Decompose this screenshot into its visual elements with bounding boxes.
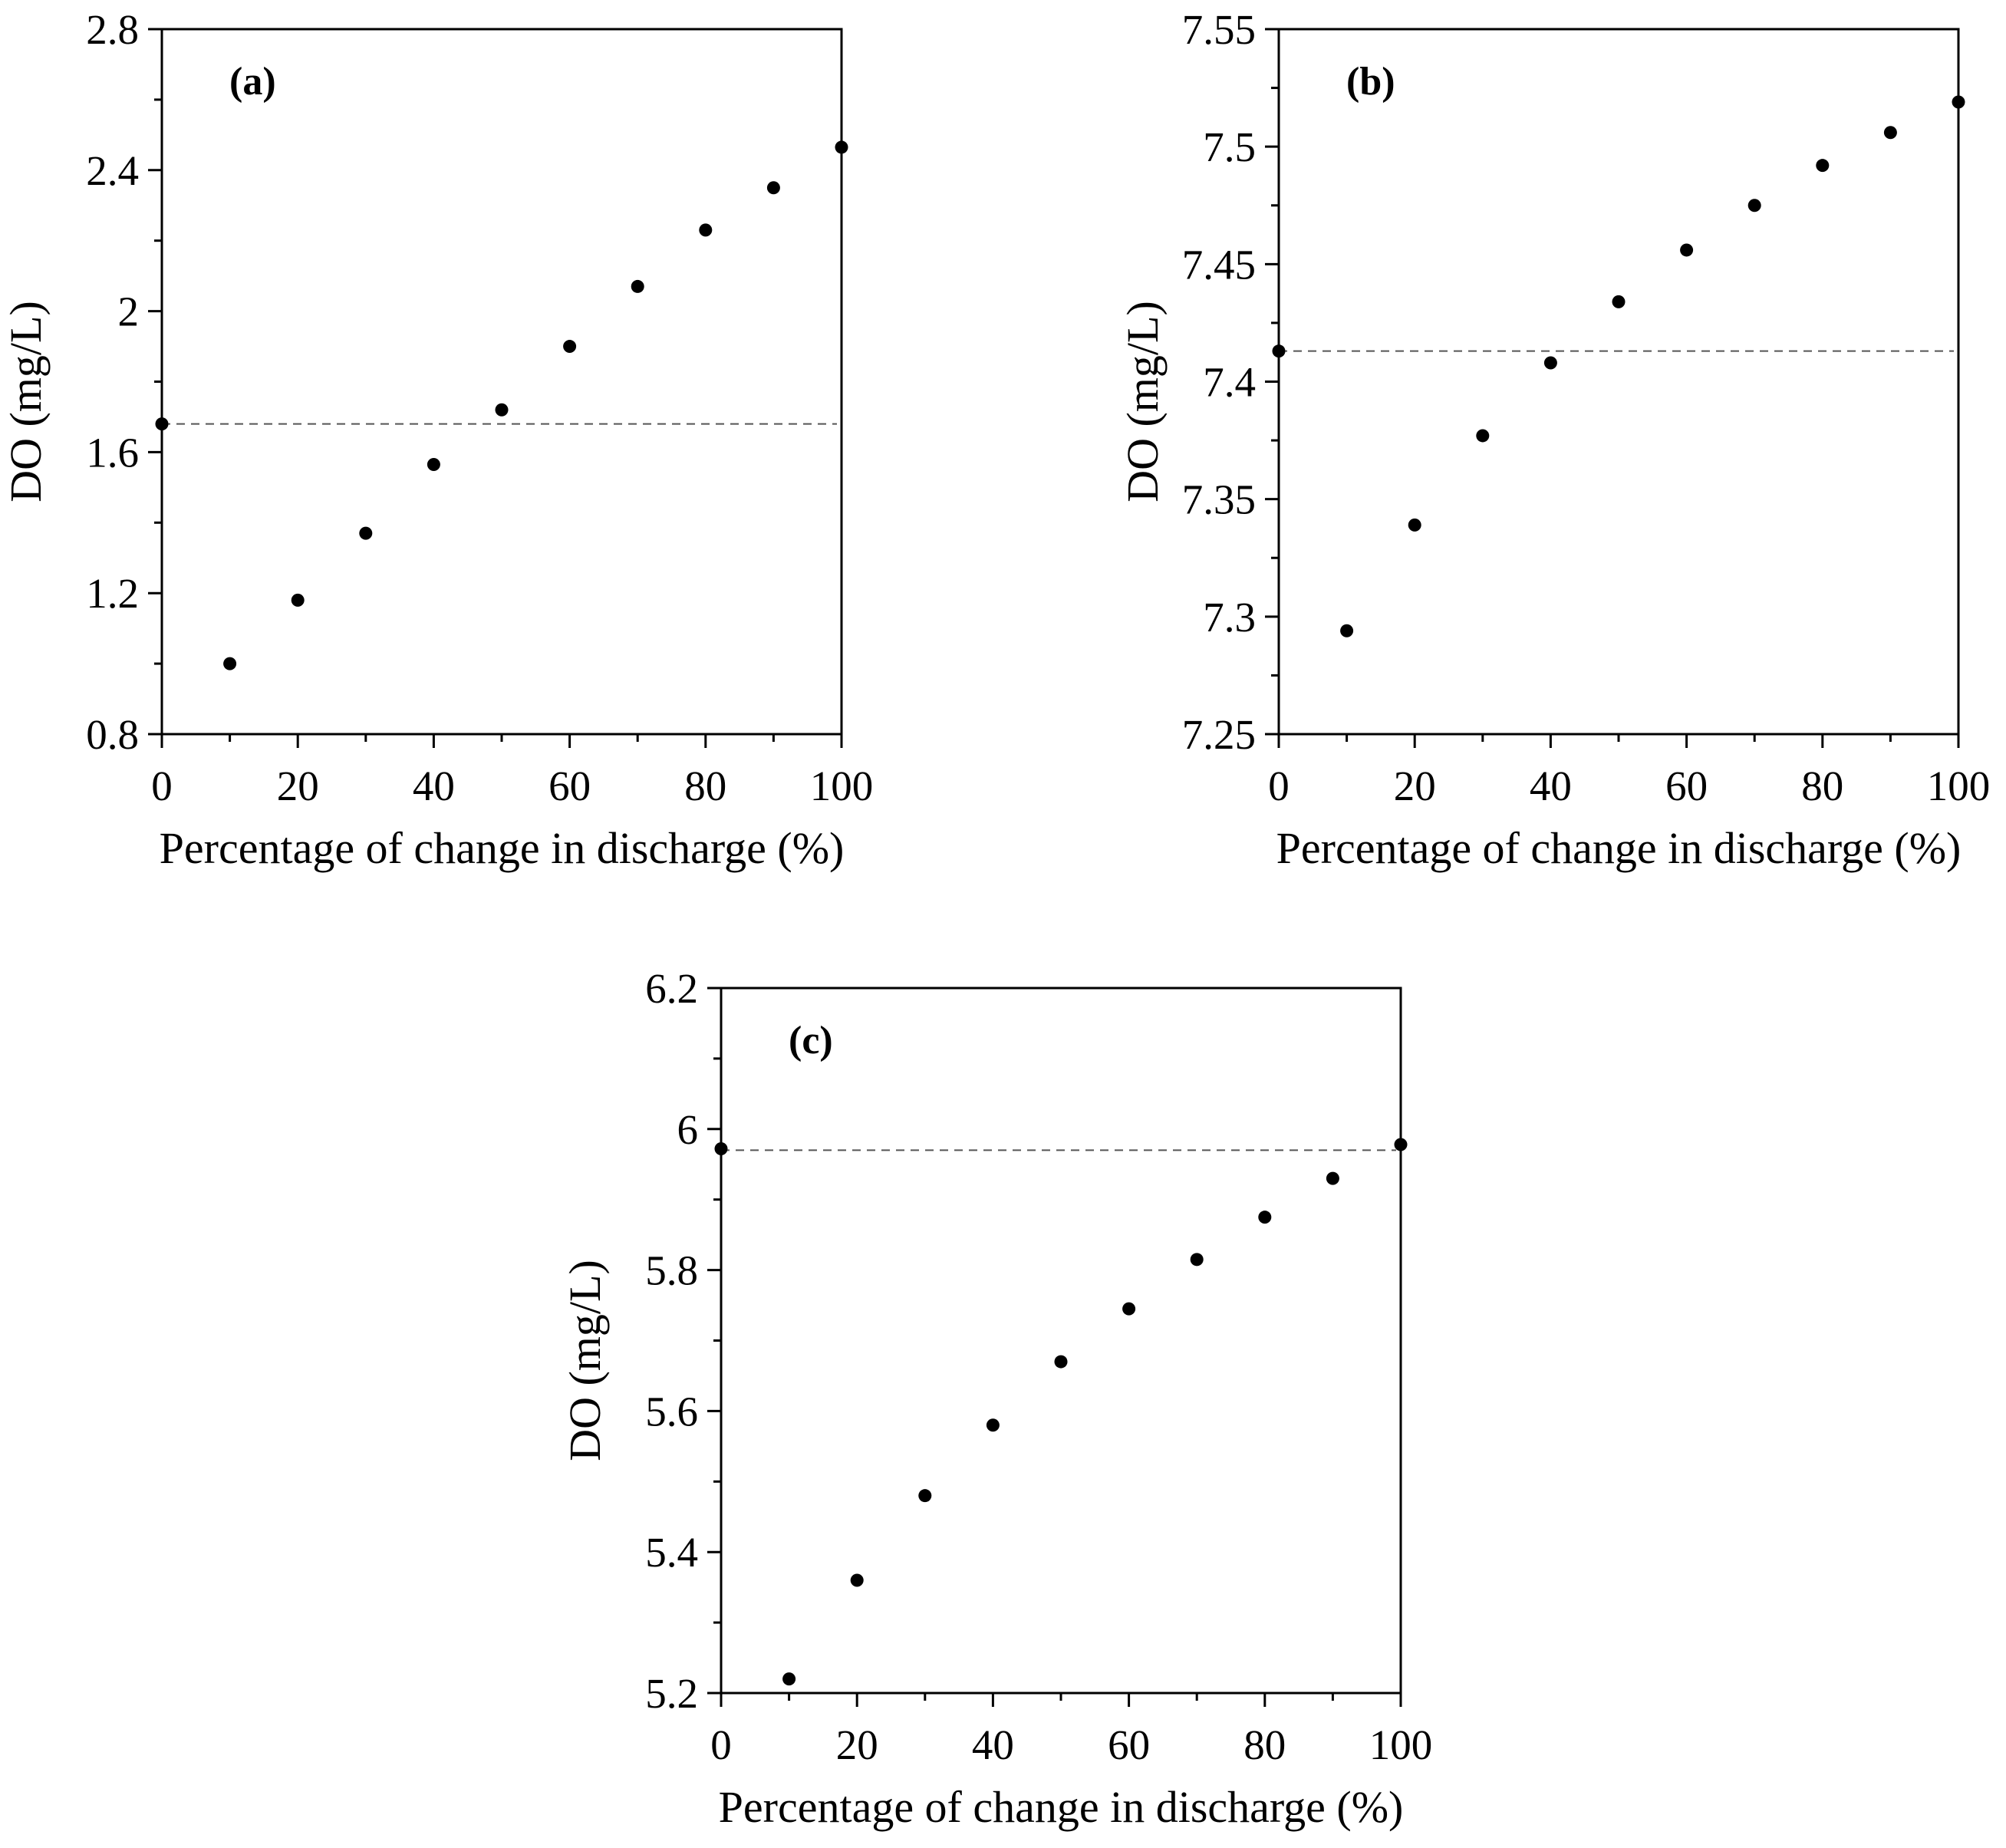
data-point xyxy=(835,140,848,154)
x-tick-label: 20 xyxy=(1394,763,1436,809)
y-tick-label: 7.25 xyxy=(1182,711,1256,758)
panel-label: (c) xyxy=(789,1019,833,1062)
x-axis-title: Percentage of change in discharge (%) xyxy=(160,823,845,873)
y-tick-label: 7.5 xyxy=(1203,124,1256,170)
data-point xyxy=(155,417,169,431)
x-tick-label: 20 xyxy=(836,1721,878,1768)
data-point xyxy=(563,340,577,354)
panel-label: (a) xyxy=(229,60,276,104)
data-point xyxy=(1272,344,1286,358)
y-tick-label: 2.4 xyxy=(86,147,139,194)
data-point xyxy=(1258,1211,1272,1224)
x-tick-label: 60 xyxy=(1665,763,1708,809)
y-axis-title: DO (mg/L) xyxy=(1,301,51,502)
x-tick-label: 80 xyxy=(684,763,726,809)
data-point xyxy=(1326,1171,1339,1185)
y-axis-title: DO (mg/L) xyxy=(560,1260,610,1461)
data-point xyxy=(427,457,440,471)
x-tick-label: 40 xyxy=(1530,763,1572,809)
data-point xyxy=(631,279,644,293)
data-point xyxy=(1612,295,1626,308)
chart-panel-2: 7.25 7.3 7.35 7.4 7.45 7.5 7.55 0 20 40 60 80 100 Per… xyxy=(1118,6,1990,873)
x-tick-label: 100 xyxy=(1369,1721,1433,1768)
x-tick-label: 0 xyxy=(1268,763,1290,809)
data-point xyxy=(714,1142,728,1156)
y-tick-label: 7.45 xyxy=(1182,241,1256,288)
x-tick-label: 0 xyxy=(151,763,173,809)
x-tick-label: 60 xyxy=(548,763,591,809)
y-tick-label: 7.3 xyxy=(1203,594,1256,641)
data-point xyxy=(495,403,509,417)
data-point xyxy=(1408,518,1421,532)
data-point xyxy=(918,1489,932,1503)
y-tick-label: 7.35 xyxy=(1182,476,1256,523)
y-tick-label: 2.8 xyxy=(86,6,139,53)
y-tick-label: 0.8 xyxy=(86,711,139,758)
data-point xyxy=(766,181,780,195)
data-point xyxy=(1054,1355,1068,1369)
data-point xyxy=(1883,126,1897,140)
y-tick-label: 7.4 xyxy=(1203,359,1256,406)
data-point xyxy=(1543,356,1557,370)
x-tick-label: 20 xyxy=(277,763,319,809)
x-axis-title: Percentage of change in discharge (%) xyxy=(719,1782,1404,1832)
plot-frame xyxy=(1277,28,1960,736)
y-tick-label: 5.6 xyxy=(645,1388,698,1435)
data-point xyxy=(1952,95,1965,109)
data-point xyxy=(986,1418,1000,1432)
x-tick-label: 80 xyxy=(1243,1721,1286,1768)
y-tick-label: 2 xyxy=(118,288,140,335)
data-point xyxy=(1747,199,1761,212)
data-point xyxy=(1680,243,1694,257)
data-point xyxy=(1394,1138,1408,1151)
data-point xyxy=(291,593,305,607)
x-tick-label: 80 xyxy=(1801,763,1843,809)
y-tick-label: 5.2 xyxy=(645,1670,698,1717)
y-tick-label: 5.8 xyxy=(645,1247,698,1294)
y-tick-label: 6.2 xyxy=(645,965,698,1012)
plot-frame xyxy=(160,28,843,736)
data-point xyxy=(699,223,713,237)
data-point xyxy=(1190,1253,1204,1267)
y-tick-label: 6 xyxy=(677,1106,699,1153)
data-point xyxy=(223,657,237,670)
data-point xyxy=(1816,159,1830,173)
data-point xyxy=(359,526,373,540)
y-tick-label: 7.55 xyxy=(1182,6,1256,53)
data-point xyxy=(1340,624,1354,637)
data-point xyxy=(1122,1302,1136,1316)
y-axis-title: DO (mg/L) xyxy=(1118,301,1168,502)
chart-panel-1: 0.8 1.2 1.6 2 2.4 2.8 0 20 40 60 80 100 Percentage o… xyxy=(1,6,873,873)
y-tick-label: 5.4 xyxy=(645,1529,698,1576)
data-point xyxy=(850,1573,864,1587)
plot-frame xyxy=(720,987,1402,1695)
chart-panel-3: 5.2 5.4 5.6 5.8 6 6.2 0 20 40 60 80 100 Percentage o… xyxy=(560,965,1432,1832)
x-tick-label: 100 xyxy=(1927,763,1991,809)
x-tick-label: 40 xyxy=(972,1721,1014,1768)
data-point xyxy=(782,1672,796,1686)
panel-label: (b) xyxy=(1346,60,1395,104)
x-axis-title: Percentage of change in discharge (%) xyxy=(1276,823,1962,873)
x-tick-label: 100 xyxy=(810,763,874,809)
y-tick-label: 1.2 xyxy=(86,570,139,617)
x-tick-label: 40 xyxy=(413,763,455,809)
y-tick-label: 1.6 xyxy=(86,429,139,476)
x-tick-label: 60 xyxy=(1108,1721,1150,1768)
data-point xyxy=(1476,429,1490,443)
x-tick-label: 0 xyxy=(710,1721,732,1768)
